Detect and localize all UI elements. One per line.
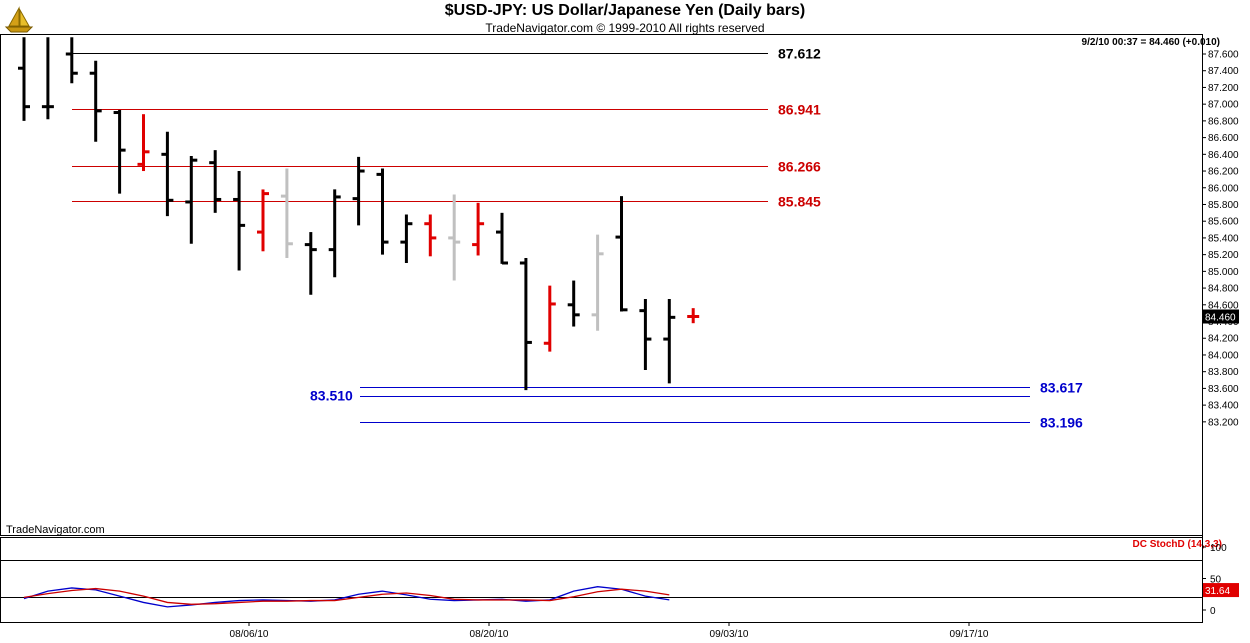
y-tick-label: 87.200 <box>1208 83 1239 94</box>
y-tick-label: 83.400 <box>1208 401 1239 412</box>
y-tick-label: 84.800 <box>1208 284 1239 295</box>
y-tick-label: 83.200 <box>1208 417 1239 428</box>
y-tick-label: 85.400 <box>1208 233 1239 244</box>
watermark: TradeNavigator.com <box>6 524 105 536</box>
y-tick-label: 85.000 <box>1208 267 1239 278</box>
level-label: 86.941 <box>778 102 821 118</box>
last-price-label: 84.460 <box>1205 313 1236 324</box>
y-tick-label: 86.400 <box>1208 150 1239 161</box>
stoch-tick-label: 100 <box>1210 543 1227 554</box>
x-tick-label: 09/03/10 <box>710 629 749 640</box>
chart-title: $USD-JPY: US Dollar/Japanese Yen (Daily … <box>444 2 806 19</box>
level-label: 87.612 <box>778 46 821 62</box>
logo-icon <box>4 6 34 34</box>
y-tick-label: 86.200 <box>1208 167 1239 178</box>
x-tick-label: 08/20/10 <box>470 629 509 640</box>
x-tick-label: 09/17/10 <box>950 629 989 640</box>
y-tick-label: 85.800 <box>1208 200 1239 211</box>
y-tick-label: 84.200 <box>1208 334 1239 345</box>
level-label: 86.266 <box>778 159 821 175</box>
level-label: 83.617 <box>1040 380 1083 396</box>
stoch-panel-frame <box>0 537 1203 623</box>
stoch-series-line <box>23 587 670 605</box>
stochastic-title: DC StochD (14,3,3) <box>1132 539 1222 550</box>
chart-subtitle: TradeNavigator.com © 1999-2010 All right… <box>485 21 765 35</box>
y-tick-label: 86.000 <box>1208 183 1239 194</box>
level-label: 83.510 <box>310 388 353 404</box>
y-tick-label: 84.000 <box>1208 350 1239 361</box>
stoch-last-label: 31.64 <box>1205 586 1230 597</box>
y-tick-label: 86.800 <box>1208 116 1239 127</box>
y-tick-label: 83.800 <box>1208 367 1239 378</box>
stoch-tick-label: 0 <box>1210 606 1216 617</box>
level-label: 85.845 <box>778 194 821 210</box>
stoch-last-box <box>1203 583 1239 598</box>
last-price-box <box>1203 309 1239 324</box>
stoch-series-line <box>23 586 670 608</box>
level-label: 83.196 <box>1040 415 1083 431</box>
y-tick-label: 85.600 <box>1208 217 1239 228</box>
y-tick-label: 84.600 <box>1208 300 1239 311</box>
y-tick-label: 85.200 <box>1208 250 1239 261</box>
stoch-tick-label: 50 <box>1210 575 1222 586</box>
y-tick-label: 87.400 <box>1208 66 1239 77</box>
y-tick-label: 83.600 <box>1208 384 1239 395</box>
y-tick-label: 87.600 <box>1208 50 1239 61</box>
price-readout: 9/2/10 00:37 = 84.460 (+0.010) <box>1081 37 1220 48</box>
x-tick-label: 08/06/10 <box>230 629 269 640</box>
y-tick-label: 86.600 <box>1208 133 1239 144</box>
y-tick-label: 87.000 <box>1208 100 1239 111</box>
